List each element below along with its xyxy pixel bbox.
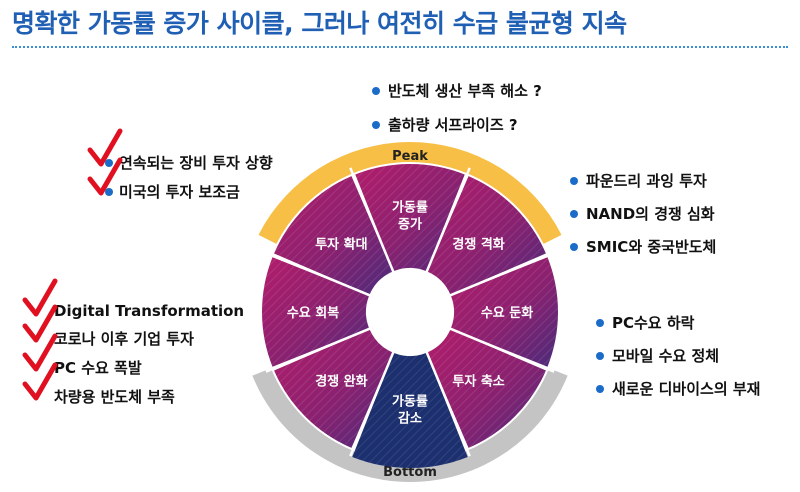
- segment-label: 수요 둔화: [481, 305, 533, 321]
- note-text: 연속되는 장비 투자 상향: [119, 154, 273, 172]
- segment-divider: [349, 350, 396, 457]
- top-notes: 반도체 생산 부족 해소 ? 출하량 서프라이즈 ?: [372, 80, 542, 135]
- title-divider: [12, 46, 788, 48]
- segment-hatch: [427, 329, 546, 448]
- segment-hatch: [262, 257, 370, 367]
- note-text: 코로나 이후 기업 투자: [54, 330, 194, 348]
- segment-hatch: [274, 176, 393, 295]
- left-bottom-notes: Digital Transformation 코로나 이후 기업 투자 PC 수…: [22, 278, 245, 407]
- check-icon: [22, 333, 58, 372]
- check-note-item: Digital Transformation: [22, 278, 245, 320]
- segment-hatch: [274, 329, 393, 448]
- segment-divider: [448, 326, 555, 373]
- note-item: 반도체 생산 부족 해소 ?: [372, 80, 542, 101]
- cycle-segment: 경쟁 격화: [427, 176, 546, 295]
- note-text: 미국의 투자 보조금: [119, 183, 240, 201]
- note-item: 파운드리 과잉 투자: [570, 170, 716, 191]
- check-icon: [22, 278, 58, 317]
- cycle-segment: 수요 둔화: [450, 257, 558, 367]
- segment-hatch: [355, 164, 465, 272]
- note-text: Digital Transformation: [54, 302, 245, 320]
- cycle-segment: 가동률 증가: [355, 164, 465, 272]
- bottom-arc: [252, 368, 568, 482]
- note-item: PC수요 하락: [596, 312, 760, 333]
- segment-hatch: [450, 257, 558, 367]
- check-note-item: 차량용 반도체 부족: [22, 362, 244, 407]
- check-icon: [22, 304, 58, 343]
- bullet-dot: [105, 187, 113, 196]
- check-note-item: 미국의 투자 보조금: [87, 157, 273, 202]
- cycle-segment: 가동률 감소: [352, 352, 468, 468]
- cycle-segment: 투자 축소: [427, 329, 546, 448]
- segment-hatch: [427, 176, 546, 295]
- note-item: NAND의 경쟁 심화: [570, 203, 716, 224]
- segment-divider: [448, 251, 555, 298]
- segment-label: 경쟁 격화: [452, 236, 504, 252]
- note-item: SMIC와 중국반도체: [570, 236, 716, 257]
- right-bottom-notes: PC수요 하락 모바일 수요 정체 새로운 디바이스의 부재: [596, 312, 760, 399]
- note-item: 출하량 서프라이즈 ?: [372, 114, 542, 135]
- check-icon: [87, 128, 123, 167]
- note-item: 새로운 디바이스의 부재: [596, 378, 760, 399]
- note-item: 모바일 수요 정체: [596, 345, 760, 366]
- bottom-label: Bottom: [383, 465, 437, 480]
- peak-arc: [258, 142, 562, 244]
- segment-label: 경쟁 완화: [315, 374, 367, 390]
- segment-label: 가동률 감소: [392, 395, 428, 427]
- segment-divider: [265, 326, 372, 373]
- segment-divider: [424, 167, 471, 274]
- segment-label: 수요 회복: [287, 305, 339, 321]
- check-note-item: 코로나 이후 기업 투자: [22, 304, 244, 349]
- segment-divider: [424, 350, 471, 457]
- peak-label: Peak: [392, 149, 428, 164]
- check-note-item: 연속되는 장비 투자 상향: [87, 128, 273, 173]
- segment-divider: [265, 251, 372, 298]
- note-text: 차량용 반도체 부족: [54, 388, 175, 406]
- check-icon: [87, 157, 123, 196]
- note-text: PC 수요 폭발: [54, 359, 142, 377]
- page-title: 명확한 가동률 증가 사이클, 그러나 여전히 수급 불균형 지속: [12, 9, 627, 38]
- segment-divider: [349, 167, 396, 274]
- cycle-segment: 경쟁 완화: [274, 329, 393, 448]
- cycle-segment: 투자 확대: [274, 176, 393, 295]
- left-top-notes: 연속되는 장비 투자 상향 미국의 투자 보조금: [87, 128, 273, 202]
- cycle-segment: 수요 회복: [262, 257, 370, 367]
- check-icon: [22, 362, 58, 401]
- right-top-notes: 파운드리 과잉 투자 NAND의 경쟁 심화 SMIC와 중국반도체: [570, 170, 716, 257]
- segment-label: 투자 축소: [452, 374, 504, 390]
- bullet-dot: [105, 158, 113, 167]
- segment-label: 가동률 증가: [392, 201, 428, 233]
- segment-label: 투자 확대: [315, 236, 367, 252]
- cycle-center: [368, 270, 452, 354]
- check-note-item: PC 수요 폭발: [22, 333, 244, 378]
- segment-hatch: [352, 352, 468, 468]
